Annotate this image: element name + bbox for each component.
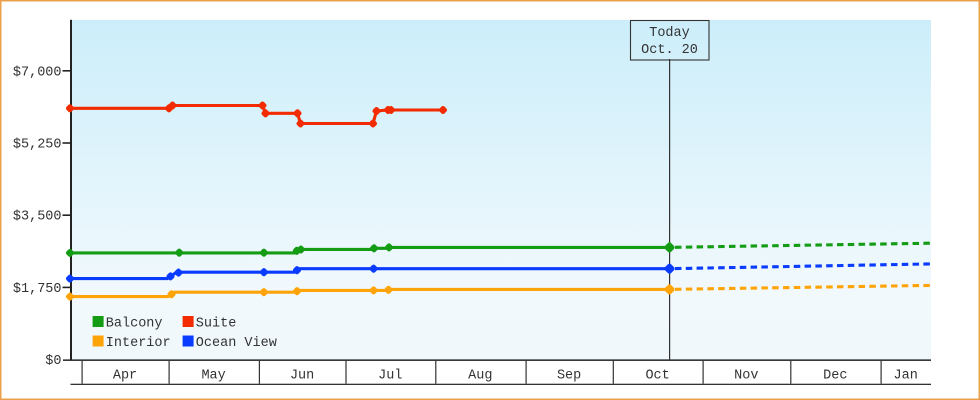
svg-text:Balcony: Balcony <box>106 316 163 331</box>
svg-text:Oct. 20: Oct. 20 <box>641 43 698 58</box>
svg-text:$5,250: $5,250 <box>13 138 62 153</box>
svg-text:Jul: Jul <box>378 368 402 383</box>
svg-text:$1,750: $1,750 <box>13 282 62 297</box>
svg-text:May: May <box>201 368 225 383</box>
svg-text:Interior: Interior <box>106 336 171 351</box>
svg-text:$0: $0 <box>45 354 61 369</box>
svg-text:Dec: Dec <box>823 368 847 383</box>
svg-text:$3,500: $3,500 <box>13 210 62 225</box>
svg-text:Oct: Oct <box>645 368 669 383</box>
svg-text:Aug: Aug <box>468 368 492 383</box>
svg-text:Nov: Nov <box>734 368 758 383</box>
svg-text:Ocean View: Ocean View <box>196 336 277 351</box>
svg-text:Today: Today <box>649 26 690 41</box>
svg-text:Suite: Suite <box>196 316 237 331</box>
svg-text:Jan: Jan <box>894 368 918 383</box>
svg-text:Jun: Jun <box>290 368 314 383</box>
svg-text:Sep: Sep <box>557 368 581 383</box>
svg-text:Apr: Apr <box>113 368 137 383</box>
svg-text:$7,000: $7,000 <box>13 65 62 80</box>
